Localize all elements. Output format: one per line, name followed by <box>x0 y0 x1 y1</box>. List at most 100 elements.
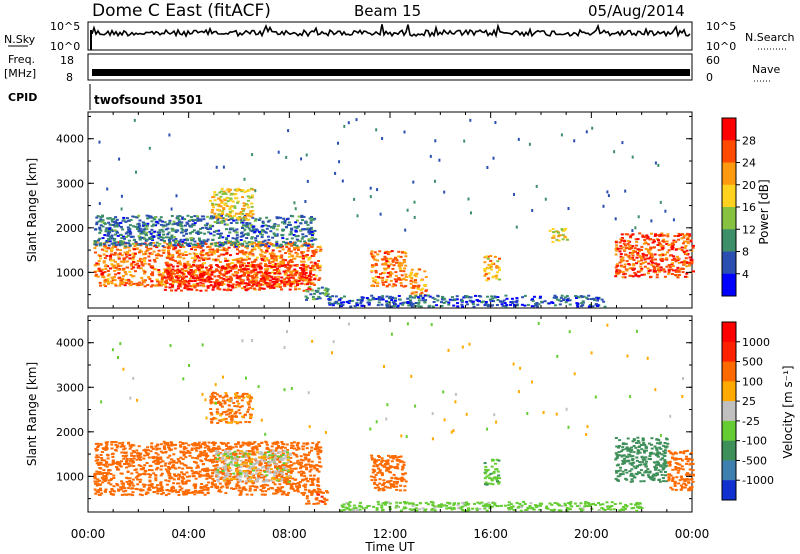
data-cell <box>276 491 280 494</box>
data-cell <box>406 208 409 212</box>
data-cell <box>284 241 288 244</box>
data-cell <box>657 269 660 272</box>
data-cell <box>283 219 287 222</box>
data-cell <box>290 444 294 447</box>
data-cell <box>265 447 269 449</box>
colorbar-tick-label: 4 <box>742 268 749 281</box>
data-cell <box>237 187 241 190</box>
data-cell <box>210 469 214 472</box>
data-cell <box>259 473 263 476</box>
data-cell <box>410 277 414 280</box>
data-cell <box>242 207 246 210</box>
data-cell <box>137 235 141 238</box>
data-cell <box>309 269 313 272</box>
data-cell <box>115 446 119 449</box>
data-cell <box>140 258 144 261</box>
data-cell <box>293 264 297 267</box>
data-cell <box>295 265 299 267</box>
data-cell <box>139 456 143 459</box>
data-cell <box>279 447 283 450</box>
data-cell <box>222 442 226 445</box>
data-cell <box>233 258 237 261</box>
data-cell <box>665 265 669 268</box>
data-cell <box>114 216 118 219</box>
data-cell <box>195 466 199 469</box>
data-cell <box>194 255 197 258</box>
data-cell <box>383 271 386 274</box>
data-cell <box>261 228 265 231</box>
data-cell <box>234 267 238 270</box>
data-cell <box>185 493 188 496</box>
data-cell <box>272 282 276 285</box>
data-cell <box>398 265 402 268</box>
data-cell <box>257 219 261 221</box>
data-cell <box>290 282 294 285</box>
data-cell <box>294 279 298 282</box>
data-cell <box>271 271 275 274</box>
data-cell <box>679 234 683 236</box>
data-cell <box>410 305 414 308</box>
data-cell <box>269 230 273 233</box>
data-cell <box>424 299 428 302</box>
data-cell <box>139 465 143 468</box>
data-cell <box>277 150 280 154</box>
data-cell <box>170 289 173 292</box>
data-cell <box>548 229 552 232</box>
data-cell <box>211 472 214 475</box>
data-cell <box>225 228 228 231</box>
data-cell <box>99 224 103 227</box>
data-cell <box>184 489 188 492</box>
data-cell <box>150 280 154 283</box>
data-cell <box>107 469 111 471</box>
data-cell <box>370 264 374 267</box>
data-cell <box>465 303 469 306</box>
data-cell <box>303 483 307 486</box>
data-cell <box>128 254 132 257</box>
data-cell <box>216 264 220 267</box>
data-cell <box>172 461 176 464</box>
data-cell <box>110 259 114 262</box>
data-cell <box>419 305 423 308</box>
data-cell <box>120 472 124 475</box>
data-cell <box>663 275 667 278</box>
data-cell <box>248 487 252 490</box>
data-cell <box>150 273 154 276</box>
data-cell <box>290 274 294 277</box>
data-cell <box>411 291 415 294</box>
data-cell <box>97 260 101 263</box>
data-cell <box>643 273 646 276</box>
data-cell <box>190 271 194 274</box>
data-cell <box>253 260 257 263</box>
data-cell <box>120 443 124 446</box>
data-cell <box>97 220 101 223</box>
data-cell <box>217 245 221 248</box>
data-cell <box>274 234 278 237</box>
data-cell <box>268 265 272 268</box>
data-cell <box>677 261 681 264</box>
data-cell <box>180 289 183 292</box>
data-cell <box>301 279 305 282</box>
data-cell <box>226 213 229 216</box>
data-cell <box>106 280 110 283</box>
data-cell <box>279 466 283 469</box>
data-cell <box>188 232 192 235</box>
data-cell <box>317 456 321 459</box>
data-cell <box>213 448 217 451</box>
data-cell <box>389 279 393 282</box>
data-cell <box>295 272 299 275</box>
data-cell <box>102 463 106 466</box>
data-cell <box>302 260 306 263</box>
data-cell <box>259 265 262 268</box>
data-cell <box>102 283 106 286</box>
data-cell <box>94 459 98 462</box>
data-cell <box>95 454 99 457</box>
data-cell <box>376 259 380 262</box>
data-cell <box>360 304 364 307</box>
data-cell <box>290 447 293 449</box>
data-cell <box>395 259 399 262</box>
data-cell <box>147 263 151 266</box>
colorbar-tick-label: 20 <box>742 179 756 192</box>
data-cell <box>110 228 114 231</box>
data-cell <box>301 219 304 222</box>
